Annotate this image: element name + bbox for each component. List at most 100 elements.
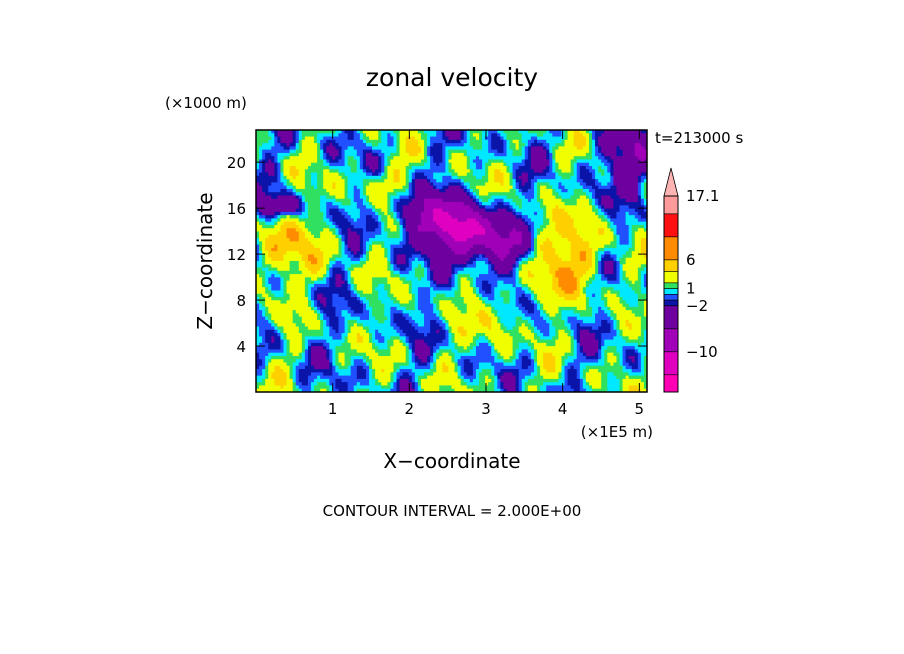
field-cell	[393, 205, 398, 210]
field-cell	[414, 192, 419, 197]
field-cell	[628, 251, 633, 256]
field-cell	[317, 192, 321, 197]
field-cell	[619, 208, 624, 213]
field-cell	[301, 175, 306, 180]
field-cell	[561, 251, 566, 256]
field-cell	[524, 211, 529, 216]
field-cell	[494, 130, 498, 134]
field-cell	[445, 139, 450, 144]
field-cell	[546, 195, 550, 200]
field-cell	[543, 241, 547, 246]
field-cell	[552, 139, 556, 144]
field-cell	[463, 162, 468, 167]
field-cell	[598, 133, 602, 138]
field-cell	[384, 172, 388, 177]
field-cell	[640, 172, 645, 177]
field-cell	[552, 166, 556, 170]
field-cell	[283, 251, 288, 256]
field-cell	[286, 166, 291, 170]
field-cell	[643, 159, 647, 164]
field-cell	[472, 159, 477, 164]
field-cell	[314, 215, 318, 220]
field-cell	[369, 172, 373, 177]
field-cell	[286, 202, 291, 206]
field-cell	[320, 192, 324, 197]
field-cell	[390, 143, 395, 147]
field-cell	[442, 172, 446, 177]
field-cell	[390, 162, 395, 167]
field-cell	[625, 195, 630, 200]
field-cell	[387, 215, 391, 220]
field-cell	[527, 195, 532, 200]
field-cell	[420, 241, 425, 246]
field-cell	[491, 208, 495, 213]
field-cell	[643, 182, 647, 187]
field-cell	[338, 244, 343, 249]
field-cell	[372, 159, 376, 164]
field-cell	[359, 231, 364, 236]
field-cell	[314, 231, 318, 236]
field-cell	[323, 211, 327, 216]
field-cell	[359, 139, 364, 144]
field-cell	[356, 143, 361, 147]
field-cell	[475, 192, 480, 197]
field-cell	[372, 182, 376, 187]
field-cell	[332, 133, 337, 138]
field-cell	[359, 192, 364, 197]
field-cell	[414, 149, 419, 154]
field-cell	[381, 182, 385, 187]
field-cell	[405, 152, 410, 157]
field-cell	[301, 202, 306, 206]
field-cell	[332, 254, 337, 259]
field-cell	[323, 175, 327, 180]
field-cell	[530, 251, 535, 256]
field-cell	[265, 166, 269, 170]
field-cell	[521, 149, 526, 154]
field-cell	[573, 244, 578, 249]
field-cell	[582, 166, 587, 170]
field-cell	[436, 205, 440, 210]
field-cell	[259, 166, 263, 170]
field-cell	[622, 198, 627, 203]
field-cell	[634, 198, 639, 203]
field-cell	[491, 247, 495, 252]
field-cell	[491, 202, 495, 206]
field-cell	[402, 156, 407, 161]
field-cell	[378, 149, 382, 154]
field-cell	[607, 231, 611, 236]
field-cell	[399, 156, 404, 161]
field-cell	[301, 205, 306, 210]
field-cell	[472, 224, 477, 229]
field-cell	[356, 224, 361, 229]
field-cell	[393, 241, 398, 246]
field-cell	[262, 130, 266, 134]
field-cell	[622, 139, 627, 144]
field-cell	[592, 208, 596, 213]
field-cell	[402, 149, 407, 154]
field-cell	[472, 241, 477, 246]
field-cell	[613, 241, 618, 246]
field-cell	[344, 211, 349, 216]
field-cell	[362, 195, 367, 200]
field-cell	[530, 247, 535, 252]
field-cell	[372, 198, 376, 203]
field-cell	[359, 224, 364, 229]
field-cell	[512, 175, 517, 180]
field-cell	[335, 192, 340, 197]
field-cell	[417, 149, 422, 154]
field-cell	[463, 195, 468, 200]
field-cell	[573, 166, 578, 170]
field-cell	[280, 202, 285, 206]
field-cell	[280, 254, 285, 259]
field-cell	[402, 159, 407, 164]
field-cell	[329, 172, 333, 177]
field-cell	[280, 139, 285, 144]
field-cell	[283, 146, 288, 151]
field-cell	[304, 244, 309, 249]
field-cell	[332, 152, 337, 157]
field-cell	[457, 156, 462, 161]
field-cell	[335, 251, 340, 256]
field-cell	[393, 143, 398, 147]
field-cell	[396, 251, 401, 256]
field-cell	[610, 198, 614, 203]
